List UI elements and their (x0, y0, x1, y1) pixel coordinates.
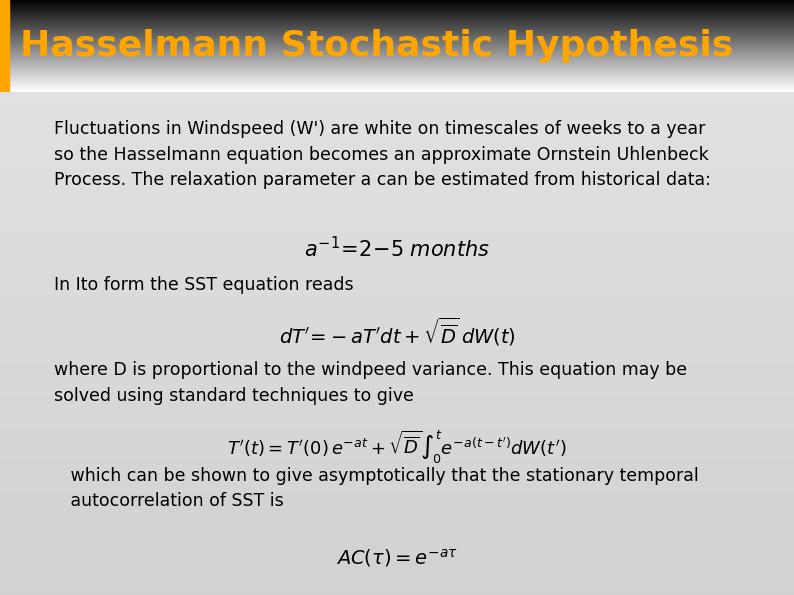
Text: $dT'\!=\!-aT'dt + \sqrt{\overline{D}}\,dW(t)$: $dT'\!=\!-aT'dt + \sqrt{\overline{D}}\,d… (279, 316, 515, 348)
Text: which can be shown to give asymptotically that the stationary temporal
   autoco: which can be shown to give asymptoticall… (54, 467, 699, 511)
Text: Hasselmann Stochastic Hypothesis: Hasselmann Stochastic Hypothesis (20, 29, 733, 63)
Text: $T'(t) = T'(0)\,e^{-at} + \sqrt{\overline{D}}\int_0^t e^{-a(t-t')}dW(t')$: $T'(t) = T'(0)\,e^{-at} + \sqrt{\overlin… (227, 429, 567, 466)
Text: Fluctuations in Windspeed (W') are white on timescales of weeks to a year
so the: Fluctuations in Windspeed (W') are white… (54, 120, 711, 189)
Text: $AC(\tau) = e^{-a\tau}$: $AC(\tau) = e^{-a\tau}$ (336, 547, 458, 569)
Text: where D is proportional to the windpeed variance. This equation may be
solved us: where D is proportional to the windpeed … (54, 361, 687, 405)
Bar (0, 0, 9, 92)
Text: In Ito form the SST equation reads: In Ito form the SST equation reads (54, 275, 353, 294)
Text: $a^{-1}\!=\!2\!-\!5\;\mathit{months}$: $a^{-1}\!=\!2\!-\!5\;\mathit{months}$ (304, 236, 490, 261)
